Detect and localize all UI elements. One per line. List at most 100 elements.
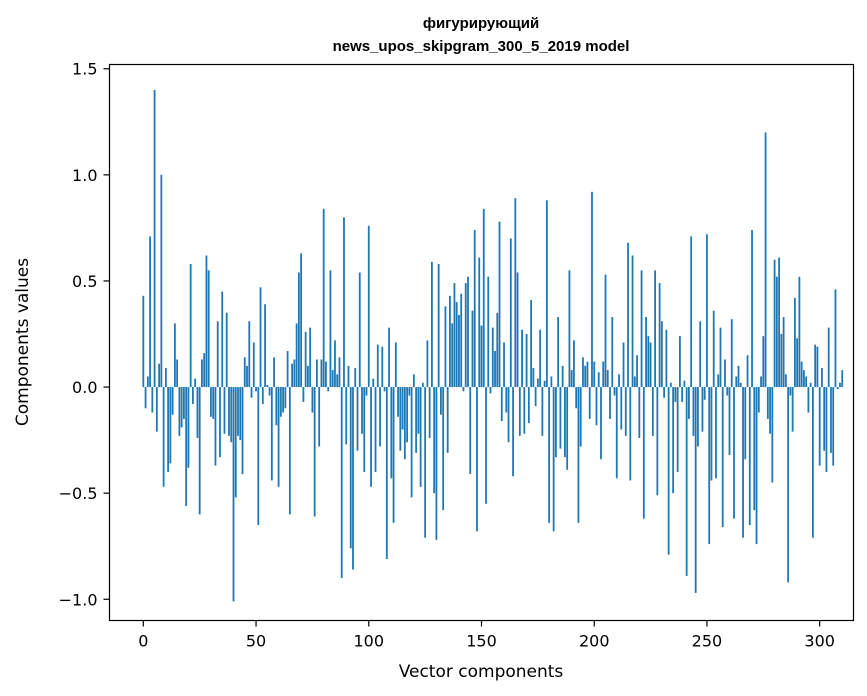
bar <box>399 387 402 451</box>
bar <box>178 387 181 436</box>
bar <box>383 387 386 392</box>
bar <box>654 270 656 388</box>
bar <box>690 236 693 388</box>
bar <box>615 387 618 479</box>
bar <box>694 387 697 593</box>
bar <box>329 270 332 388</box>
bar <box>697 387 699 447</box>
bar <box>467 276 469 388</box>
bar <box>205 255 208 388</box>
bar <box>787 387 790 583</box>
bar <box>568 270 571 388</box>
bar <box>494 350 496 388</box>
bar <box>349 387 352 549</box>
bar <box>201 359 203 388</box>
bar <box>825 387 828 472</box>
bar <box>807 387 810 413</box>
y-tick-label: 0.0 <box>72 378 97 397</box>
bar <box>255 387 257 392</box>
bar <box>338 357 341 388</box>
bar <box>185 387 188 506</box>
bar <box>173 323 176 388</box>
bar <box>728 387 731 455</box>
bar <box>751 230 753 388</box>
bar <box>636 355 638 388</box>
bar <box>219 387 221 458</box>
bar <box>419 387 422 487</box>
bar <box>176 359 179 388</box>
bar <box>270 387 273 481</box>
bar <box>629 387 632 481</box>
bar <box>672 387 675 494</box>
bar <box>307 365 309 388</box>
bar <box>354 367 357 388</box>
bar <box>453 283 456 388</box>
bar <box>356 387 359 451</box>
bar <box>252 342 255 388</box>
bar <box>679 336 681 388</box>
bar <box>755 387 758 545</box>
bar <box>261 387 264 405</box>
bar <box>575 387 578 409</box>
bar <box>304 331 307 388</box>
bar <box>527 387 530 424</box>
bar <box>769 387 771 434</box>
bar <box>259 287 262 388</box>
bar <box>532 367 535 388</box>
bar <box>469 387 472 475</box>
bar <box>633 376 636 388</box>
bar <box>816 346 819 388</box>
bar <box>721 387 724 528</box>
bar <box>681 387 684 402</box>
bar <box>336 374 339 388</box>
bar <box>591 191 593 388</box>
bar <box>390 387 393 479</box>
bar <box>573 340 575 388</box>
bar <box>509 238 512 388</box>
bar <box>246 365 248 388</box>
bar <box>442 387 445 511</box>
x-tick-label: 150 <box>466 632 497 651</box>
bar <box>500 387 503 422</box>
bar <box>766 387 769 419</box>
bar <box>257 387 260 525</box>
bar <box>710 387 713 481</box>
bar <box>408 387 411 396</box>
bar <box>631 255 634 388</box>
bar <box>196 387 199 438</box>
bar <box>791 387 794 432</box>
bar <box>198 387 201 515</box>
bar <box>361 387 363 434</box>
bar <box>841 370 844 388</box>
x-axis-ticks: 0 50 100 150 200 250 300 <box>138 620 835 651</box>
bar <box>523 387 526 434</box>
chart-title-line-1: фигурирующий <box>423 15 539 32</box>
bar <box>243 357 246 388</box>
bar <box>733 387 735 519</box>
bar <box>237 387 239 436</box>
bar <box>149 236 151 388</box>
bar <box>775 276 778 388</box>
bar <box>146 376 149 388</box>
bar <box>318 387 321 447</box>
bar <box>480 325 483 388</box>
bar <box>821 367 823 388</box>
bar <box>708 387 711 545</box>
bar <box>264 304 266 388</box>
bar <box>440 387 442 415</box>
bar <box>606 370 609 388</box>
bar <box>667 387 670 555</box>
bar <box>496 312 499 388</box>
bar <box>435 387 438 540</box>
bar <box>559 387 562 449</box>
bar <box>812 387 814 538</box>
bar <box>604 274 607 388</box>
bar <box>706 234 708 388</box>
bar <box>471 310 474 388</box>
bar <box>620 387 623 430</box>
bar <box>437 263 440 388</box>
bar <box>597 372 600 388</box>
bar <box>142 295 145 388</box>
bar <box>451 323 454 388</box>
bar <box>275 387 278 426</box>
